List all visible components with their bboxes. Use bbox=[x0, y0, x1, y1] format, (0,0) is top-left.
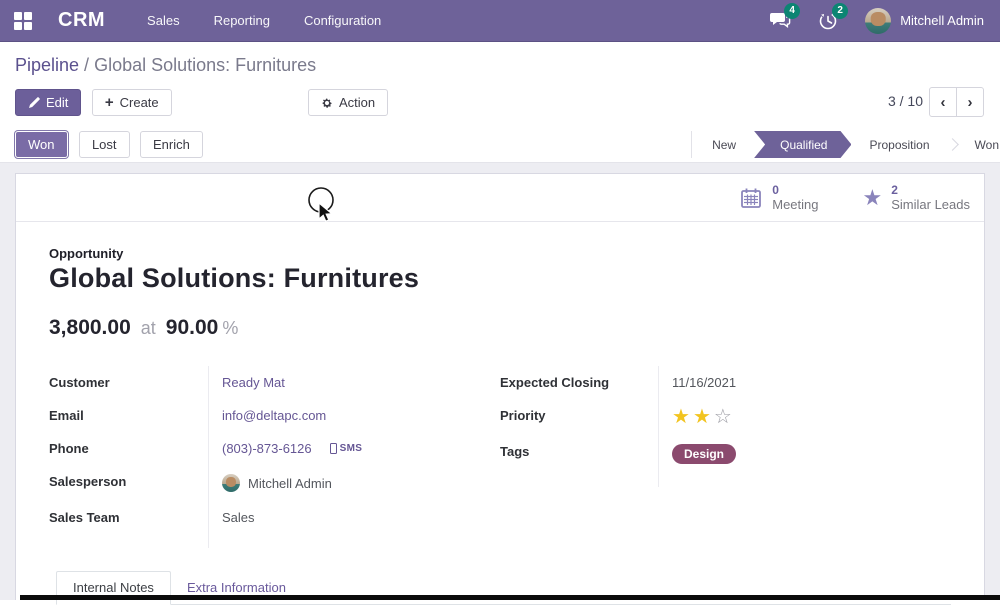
pencil-icon bbox=[29, 96, 40, 108]
salesperson-value[interactable]: Mitchell Admin bbox=[248, 475, 332, 491]
bottom-black-bar bbox=[20, 595, 1000, 600]
nav-menu-configuration[interactable]: Configuration bbox=[303, 13, 382, 28]
probability-value: 90.00 bbox=[165, 316, 219, 339]
customer-value[interactable]: Ready Mat bbox=[222, 375, 285, 390]
notebook-tabs: Internal Notes Extra Information bbox=[56, 571, 951, 605]
stage-new[interactable]: New bbox=[712, 137, 737, 152]
priority-label: Priority bbox=[500, 408, 546, 423]
field-groups: Customer Ready Mat Email info@deltapc.co… bbox=[49, 366, 951, 548]
breadcrumb: Pipeline / Global Solutions: Furnitures bbox=[15, 55, 316, 76]
pager-next-button[interactable]: › bbox=[956, 87, 984, 117]
group-divider bbox=[658, 473, 951, 487]
stage-separator-chevron-icon bbox=[945, 138, 959, 151]
plus-icon: + bbox=[104, 94, 114, 111]
app-brand[interactable]: CRM bbox=[58, 9, 106, 31]
field-group-left: Customer Ready Mat Email info@deltapc.co… bbox=[49, 366, 500, 548]
activities-badge: 2 bbox=[832, 2, 849, 19]
messages-icon[interactable]: 4 bbox=[769, 2, 801, 32]
pager-prev-button[interactable]: ‹ bbox=[929, 87, 957, 117]
breadcrumb-separator: / bbox=[79, 55, 95, 75]
tag-design[interactable]: Design bbox=[672, 444, 737, 464]
user-avatar[interactable] bbox=[865, 7, 892, 34]
phone-label: Phone bbox=[49, 441, 89, 456]
at-label: at bbox=[140, 318, 156, 338]
enrich-button[interactable]: Enrich bbox=[139, 131, 203, 158]
meeting-count: 0 bbox=[772, 182, 779, 197]
nav-menu-sales[interactable]: Sales bbox=[147, 13, 180, 28]
sms-label: SMS bbox=[339, 443, 363, 454]
stage-proposition[interactable]: Proposition bbox=[869, 137, 930, 152]
salesperson-avatar bbox=[222, 474, 240, 492]
star-empty-icon[interactable]: ☆ bbox=[713, 406, 735, 428]
top-navbar: CRM Sales Reporting Configuration 4 2 Mi… bbox=[0, 0, 1000, 42]
similar-leads-stat-button[interactable]: ★ 2 Similar Leads bbox=[862, 182, 971, 212]
similar-leads-count: 2 bbox=[891, 182, 898, 197]
customer-label: Customer bbox=[49, 375, 110, 390]
meeting-stat-button[interactable]: 0 Meeting bbox=[739, 182, 819, 212]
pager-buttons: ‹ › bbox=[929, 87, 984, 117]
form-body: Opportunity Global Solutions: Furnitures… bbox=[16, 222, 984, 605]
percent-sign: % bbox=[222, 318, 239, 338]
control-panel: Pipeline / Global Solutions: Furnitures … bbox=[0, 42, 1000, 163]
sales-team-value[interactable]: Sales bbox=[222, 510, 255, 525]
pager-value: 3 / 10 bbox=[887, 93, 923, 109]
salesperson-label: Salesperson bbox=[49, 474, 127, 489]
meeting-label: Meeting bbox=[772, 196, 819, 212]
chevron-right-icon: › bbox=[967, 93, 973, 111]
record-title: Global Solutions: Furnitures bbox=[49, 263, 420, 293]
email-value[interactable]: info@deltapc.com bbox=[222, 408, 327, 423]
revenue-row: 3,800.00 at 90.00 % bbox=[49, 316, 951, 340]
edit-button[interactable]: Edit bbox=[15, 89, 82, 116]
mobile-phone-icon bbox=[329, 443, 337, 454]
activities-icon[interactable]: 2 bbox=[817, 2, 849, 32]
create-button[interactable]: + Create bbox=[91, 89, 172, 116]
gear-icon bbox=[322, 98, 332, 108]
nav-right: 4 2 Mitchell Admin bbox=[769, 2, 984, 34]
messages-badge: 4 bbox=[784, 2, 801, 19]
nav-menu-reporting[interactable]: Reporting bbox=[213, 13, 270, 28]
stage-bar: New Qualified Proposition Won bbox=[691, 131, 1000, 158]
tab-extra-information[interactable]: Extra Information bbox=[186, 580, 286, 595]
stat-button-row: 0 Meeting ★ 2 Similar Leads bbox=[16, 174, 984, 222]
breadcrumb-pipeline-link[interactable]: Pipeline bbox=[15, 55, 80, 75]
expected-closing-value[interactable]: 11/16/2021 bbox=[672, 375, 737, 390]
priority-stars[interactable]: ★★☆ bbox=[672, 406, 735, 428]
tags-label: Tags bbox=[500, 444, 530, 459]
stage-won[interactable]: Won bbox=[974, 137, 999, 152]
lost-button[interactable]: Lost bbox=[78, 131, 130, 158]
stage-qualified[interactable]: Qualified bbox=[754, 131, 851, 158]
status-row: Won Lost Enrich New Qualified Propositio… bbox=[15, 131, 1000, 158]
sales-team-label: Sales Team bbox=[49, 510, 120, 525]
breadcrumb-current: Global Solutions: Furnitures bbox=[94, 55, 317, 75]
chevron-left-icon: ‹ bbox=[940, 93, 946, 111]
sms-button[interactable]: SMS bbox=[329, 443, 363, 454]
record-type-label: Opportunity bbox=[49, 246, 124, 261]
user-menu[interactable]: Mitchell Admin bbox=[900, 13, 984, 28]
email-label: Email bbox=[49, 408, 84, 423]
star-filled-icon[interactable]: ★ bbox=[692, 406, 714, 428]
similar-leads-label: Similar Leads bbox=[891, 196, 970, 212]
group-divider bbox=[208, 534, 500, 548]
action-button[interactable]: Action bbox=[308, 89, 389, 116]
nav-menus: Sales Reporting Configuration bbox=[147, 13, 381, 28]
expected-closing-label: Expected Closing bbox=[500, 375, 610, 390]
apps-menu-icon[interactable] bbox=[14, 11, 32, 30]
calendar-icon bbox=[741, 188, 762, 208]
form-sheet: 0 Meeting ★ 2 Similar Leads Opportunity … bbox=[15, 173, 985, 605]
won-button[interactable]: Won bbox=[15, 131, 68, 158]
star-icon: ★ bbox=[862, 184, 883, 210]
button-row: Edit + Create Action 3 / 10 ‹ › bbox=[15, 87, 985, 117]
field-group-right: Expected Closing 11/16/2021 Priority ★★☆… bbox=[500, 366, 951, 548]
star-filled-icon[interactable]: ★ bbox=[672, 406, 693, 428]
phone-value[interactable]: (803)-873-6126 bbox=[222, 441, 312, 456]
expected-revenue: 3,800.00 bbox=[49, 316, 131, 339]
